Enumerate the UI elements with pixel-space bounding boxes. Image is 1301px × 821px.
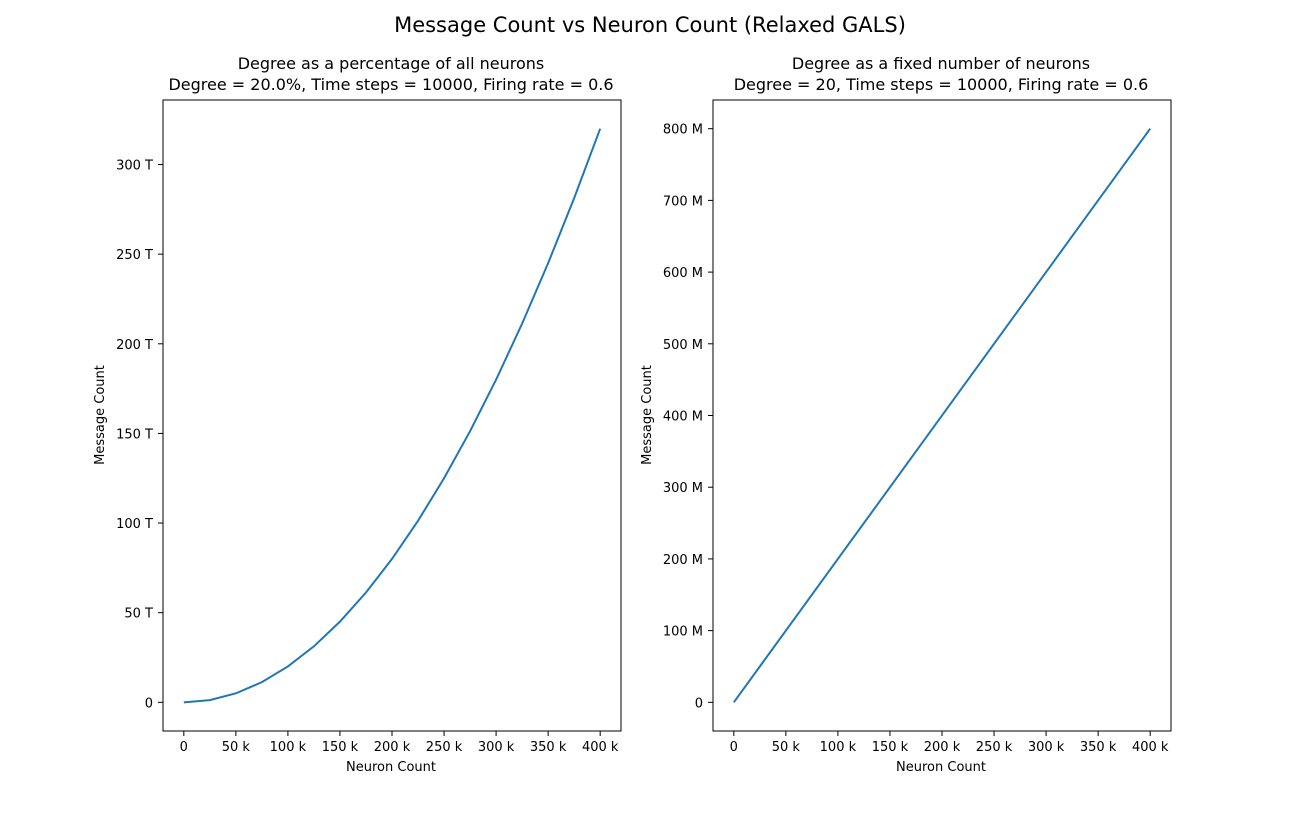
right-x-tick-label: 100 k [820,740,857,755]
right-x-tick-label: 300 k [1028,740,1065,755]
right-y-tick-label: 0 [695,696,703,711]
left-y-tick-label: 150 T [116,427,153,442]
left-y-tick-label: 300 T [116,159,153,174]
left-x-tick-label: 300 k [478,740,515,755]
left-y-axis: 0 50 T 100 T 150 T 200 T 250 T 300 T [116,159,163,711]
left-plot-frame [162,99,622,732]
left-y-tick-label: 0 [145,696,153,711]
left-x-tick-label: 350 k [530,740,567,755]
left-x-axis-label: Neuron Count [346,760,436,775]
right-x-axis-label: Neuron Count [896,760,986,775]
left-x-tick-label: 50 k [222,740,251,755]
right-y-tick-label: 800 M [663,123,703,138]
right-y-tick-label: 700 M [663,194,703,209]
right-y-axis-label: Message Count [640,365,655,465]
left-y-tick-label: 200 T [116,338,153,353]
right-chart: Degree as a fixed number of neurons Degr… [640,54,1172,775]
left-y-tick-label: 50 T [124,607,153,622]
right-x-tick-label: 150 k [872,740,909,755]
left-x-axis: 0 50 k 100 k 150 k 200 k 250 k 300 k 350 k 400 k [180,731,619,755]
left-chart: Degree as a percentage of all neurons De… [93,54,622,775]
right-y-tick-label: 500 M [663,338,703,353]
left-y-tick-label: 100 T [116,517,153,532]
right-y-tick-label: 400 M [663,410,703,425]
left-chart-title: Degree as a percentage of all neurons [238,54,545,73]
right-y-tick-label: 300 M [663,481,703,496]
right-x-tick-label: 200 k [924,740,961,755]
left-x-tick-label: 400 k [582,740,619,755]
right-x-tick-label: 350 k [1080,740,1117,755]
right-x-tick-label: 250 k [976,740,1013,755]
left-x-tick-label: 100 k [270,740,307,755]
left-x-tick-label: 150 k [322,740,359,755]
right-series-line [733,128,1151,703]
right-x-tick-label: 400 k [1132,740,1169,755]
figure-title: Message Count vs Neuron Count (Relaxed G… [394,13,906,37]
left-series-line [183,128,602,704]
right-y-tick-label: 200 M [663,553,703,568]
right-x-tick-label: 0 [730,740,738,755]
right-y-axis: 0 100 M 200 M 300 M 400 M 500 M 600 M 700 M 800 … [663,123,713,711]
right-y-tick-label: 100 M [663,625,703,640]
left-x-tick-label: 250 k [426,740,463,755]
right-chart-title: Degree as a fixed number of neurons [792,54,1090,73]
left-x-tick-label: 200 k [374,740,411,755]
left-y-tick-label: 250 T [116,248,153,263]
left-x-tick-label: 0 [180,740,188,755]
right-x-tick-label: 50 k [772,740,801,755]
right-x-axis: 0 50 k 100 k 150 k 200 k 250 k 300 k 350 k 400 k [730,731,1169,755]
right-chart-subtitle: Degree = 20, Time steps = 10000, Firing … [734,75,1149,94]
right-y-tick-label: 600 M [663,266,703,281]
left-y-axis-label: Message Count [93,365,108,465]
left-chart-subtitle: Degree = 20.0%, Time steps = 10000, Firi… [168,75,613,94]
